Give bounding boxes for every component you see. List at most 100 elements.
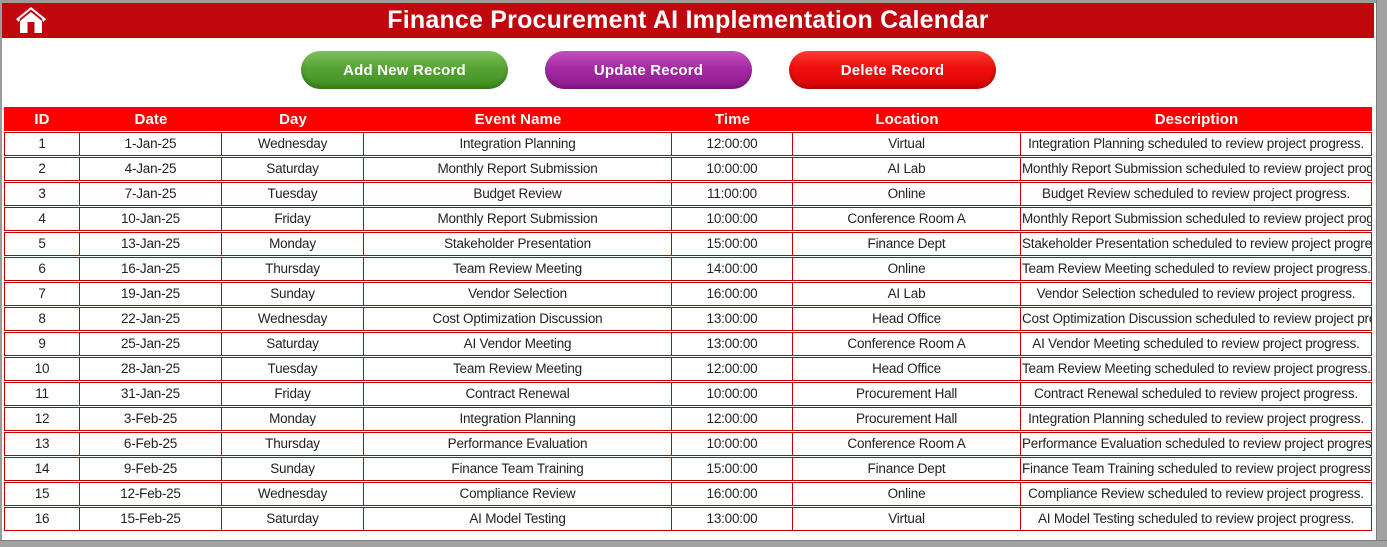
cell-day[interactable]: Thursday: [222, 257, 364, 281]
column-header-location[interactable]: Location: [793, 107, 1021, 131]
cell-description[interactable]: Performance Evaluation scheduled to revi…: [1021, 432, 1372, 456]
cell-location[interactable]: AI Lab: [793, 282, 1021, 306]
cell-date[interactable]: 7-Jan-25: [80, 182, 222, 206]
column-header-event-name[interactable]: Event Name: [364, 107, 672, 131]
cell-description[interactable]: Team Review Meeting scheduled to review …: [1021, 357, 1372, 381]
cell-event-name[interactable]: Finance Team Training: [364, 457, 672, 481]
cell-day[interactable]: Friday: [222, 382, 364, 406]
cell-time[interactable]: 15:00:00: [672, 232, 793, 256]
cell-time[interactable]: 13:00:00: [672, 332, 793, 356]
cell-date[interactable]: 6-Feb-25: [80, 432, 222, 456]
cell-description[interactable]: Compliance Review scheduled to review pr…: [1021, 482, 1372, 506]
cell-date[interactable]: 1-Jan-25: [80, 132, 222, 156]
cell-description[interactable]: Team Review Meeting scheduled to review …: [1021, 257, 1372, 281]
cell-description[interactable]: Vendor Selection scheduled to review pro…: [1021, 282, 1372, 306]
cell-time[interactable]: 10:00:00: [672, 207, 793, 231]
cell-day[interactable]: Saturday: [222, 157, 364, 181]
cell-location[interactable]: Virtual: [793, 507, 1021, 531]
cell-date[interactable]: 25-Jan-25: [80, 332, 222, 356]
column-header-id[interactable]: ID: [4, 107, 80, 131]
cell-day[interactable]: Wednesday: [222, 132, 364, 156]
cell-event-name[interactable]: Budget Review: [364, 182, 672, 206]
cell-day[interactable]: Sunday: [222, 457, 364, 481]
column-header-date[interactable]: Date: [80, 107, 222, 131]
cell-date[interactable]: 31-Jan-25: [80, 382, 222, 406]
cell-location[interactable]: Online: [793, 182, 1021, 206]
cell-location[interactable]: AI Lab: [793, 157, 1021, 181]
cell-id[interactable]: 3: [4, 182, 80, 206]
cell-event-name[interactable]: Team Review Meeting: [364, 257, 672, 281]
cell-time[interactable]: 10:00:00: [672, 157, 793, 181]
cell-id[interactable]: 7: [4, 282, 80, 306]
cell-day[interactable]: Thursday: [222, 432, 364, 456]
cell-date[interactable]: 10-Jan-25: [80, 207, 222, 231]
cell-description[interactable]: AI Vendor Meeting scheduled to review pr…: [1021, 332, 1372, 356]
cell-location[interactable]: Online: [793, 257, 1021, 281]
update-record-button[interactable]: Update Record: [545, 51, 752, 89]
cell-event-name[interactable]: Monthly Report Submission: [364, 157, 672, 181]
cell-id[interactable]: 6: [4, 257, 80, 281]
cell-id[interactable]: 12: [4, 407, 80, 431]
cell-location[interactable]: Online: [793, 482, 1021, 506]
cell-id[interactable]: 5: [4, 232, 80, 256]
cell-time[interactable]: 16:00:00: [672, 482, 793, 506]
cell-id[interactable]: 15: [4, 482, 80, 506]
cell-description[interactable]: Integration Planning scheduled to review…: [1021, 132, 1372, 156]
cell-id[interactable]: 1: [4, 132, 80, 156]
cell-event-name[interactable]: Compliance Review: [364, 482, 672, 506]
cell-location[interactable]: Virtual: [793, 132, 1021, 156]
cell-event-name[interactable]: Stakeholder Presentation: [364, 232, 672, 256]
cell-day[interactable]: Sunday: [222, 282, 364, 306]
cell-event-name[interactable]: Performance Evaluation: [364, 432, 672, 456]
column-header-time[interactable]: Time: [672, 107, 793, 131]
cell-location[interactable]: Conference Room A: [793, 432, 1021, 456]
cell-id[interactable]: 9: [4, 332, 80, 356]
cell-id[interactable]: 10: [4, 357, 80, 381]
cell-location[interactable]: Procurement Hall: [793, 382, 1021, 406]
column-header-day[interactable]: Day: [222, 107, 364, 131]
cell-date[interactable]: 13-Jan-25: [80, 232, 222, 256]
column-header-description[interactable]: Description: [1021, 107, 1372, 131]
cell-location[interactable]: Procurement Hall: [793, 407, 1021, 431]
cell-location[interactable]: Head Office: [793, 307, 1021, 331]
cell-location[interactable]: Conference Room A: [793, 207, 1021, 231]
delete-record-button[interactable]: Delete Record: [789, 51, 996, 89]
cell-time[interactable]: 13:00:00: [672, 507, 793, 531]
cell-time[interactable]: 13:00:00: [672, 307, 793, 331]
cell-event-name[interactable]: Monthly Report Submission: [364, 207, 672, 231]
add-new-record-button[interactable]: Add New Record: [301, 51, 508, 89]
cell-description[interactable]: Stakeholder Presentation scheduled to re…: [1021, 232, 1372, 256]
cell-date[interactable]: 3-Feb-25: [80, 407, 222, 431]
cell-time[interactable]: 11:00:00: [672, 182, 793, 206]
cell-date[interactable]: 4-Jan-25: [80, 157, 222, 181]
cell-description[interactable]: Integration Planning scheduled to review…: [1021, 407, 1372, 431]
cell-event-name[interactable]: Cost Optimization Discussion: [364, 307, 672, 331]
cell-day[interactable]: Monday: [222, 407, 364, 431]
cell-id[interactable]: 16: [4, 507, 80, 531]
cell-date[interactable]: 28-Jan-25: [80, 357, 222, 381]
cell-description[interactable]: Finance Team Training scheduled to revie…: [1021, 457, 1372, 481]
cell-event-name[interactable]: Integration Planning: [364, 132, 672, 156]
cell-description[interactable]: Cost Optimization Discussion scheduled t…: [1021, 307, 1372, 331]
cell-description[interactable]: Monthly Report Submission scheduled to r…: [1021, 207, 1372, 231]
cell-location[interactable]: Finance Dept: [793, 232, 1021, 256]
cell-id[interactable]: 2: [4, 157, 80, 181]
cell-time[interactable]: 12:00:00: [672, 132, 793, 156]
cell-day[interactable]: Saturday: [222, 332, 364, 356]
cell-time[interactable]: 16:00:00: [672, 282, 793, 306]
cell-day[interactable]: Saturday: [222, 507, 364, 531]
cell-time[interactable]: 10:00:00: [672, 382, 793, 406]
cell-event-name[interactable]: Vendor Selection: [364, 282, 672, 306]
cell-id[interactable]: 8: [4, 307, 80, 331]
cell-description[interactable]: Budget Review scheduled to review projec…: [1021, 182, 1372, 206]
cell-day[interactable]: Wednesday: [222, 482, 364, 506]
cell-time[interactable]: 12:00:00: [672, 357, 793, 381]
cell-day[interactable]: Tuesday: [222, 357, 364, 381]
cell-day[interactable]: Tuesday: [222, 182, 364, 206]
cell-location[interactable]: Head Office: [793, 357, 1021, 381]
cell-date[interactable]: 9-Feb-25: [80, 457, 222, 481]
cell-day[interactable]: Monday: [222, 232, 364, 256]
cell-event-name[interactable]: AI Vendor Meeting: [364, 332, 672, 356]
cell-event-name[interactable]: AI Model Testing: [364, 507, 672, 531]
window-scrollbar-right[interactable]: [1376, 0, 1387, 547]
